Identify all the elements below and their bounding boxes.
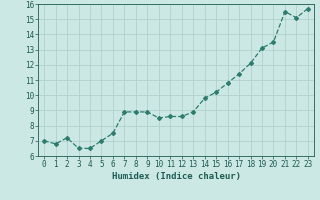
X-axis label: Humidex (Indice chaleur): Humidex (Indice chaleur): [111, 172, 241, 181]
